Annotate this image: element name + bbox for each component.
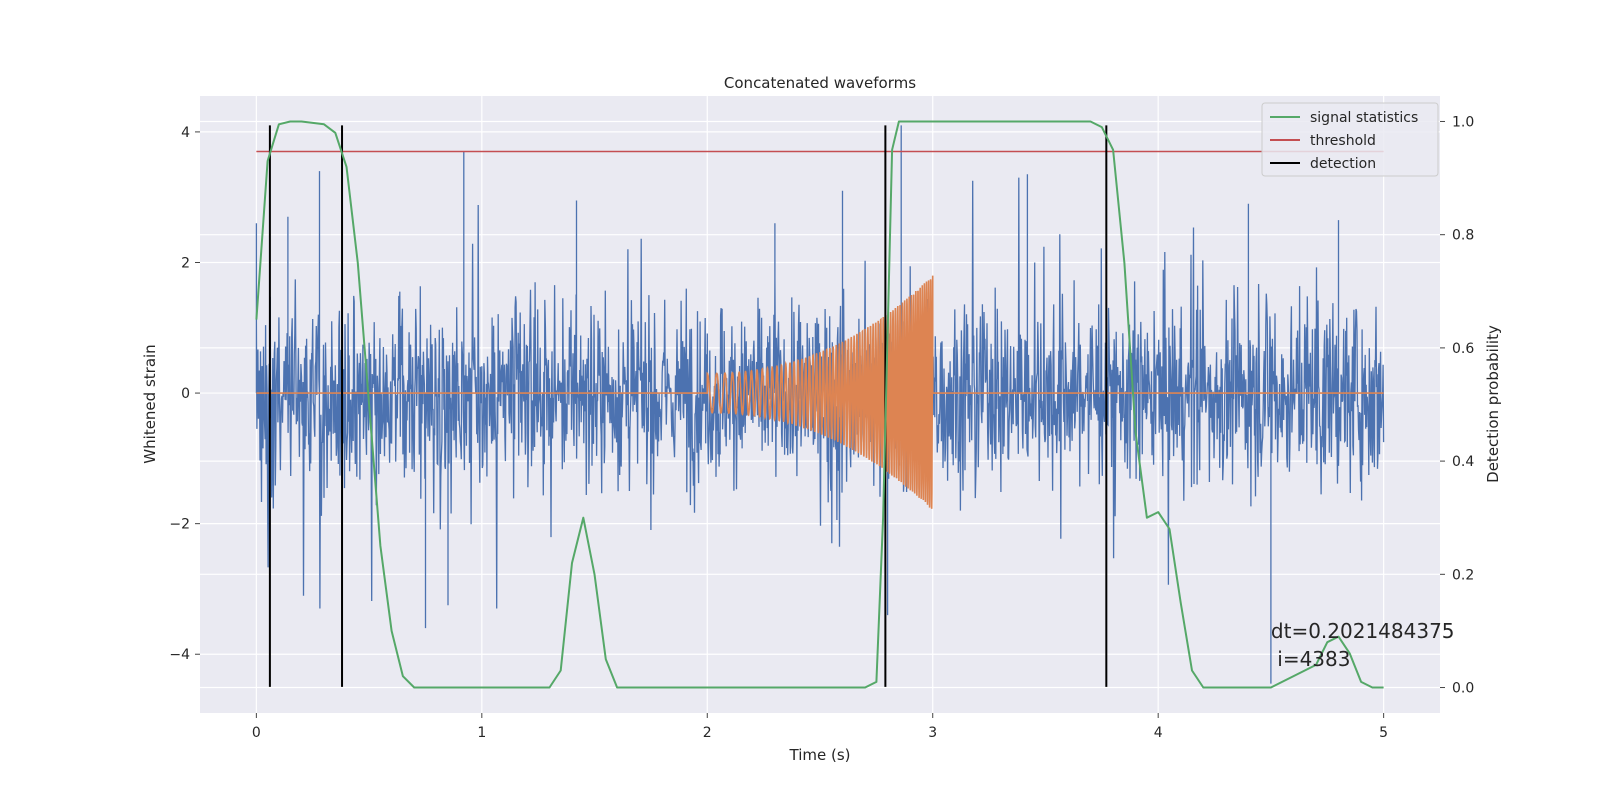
left-tick-label: 2 — [181, 255, 190, 271]
right-axis-label: Detection probability — [1484, 325, 1502, 483]
chirp-line — [256, 275, 1384, 509]
annotation-dt: dt=0.2021484375 — [1271, 619, 1455, 643]
legend-label-threshold: threshold — [1310, 133, 1376, 149]
left-tick-label: −4 — [169, 647, 190, 663]
right-tick-label: 0.0 — [1452, 681, 1474, 697]
annotation-index: i=4383 — [1271, 647, 1351, 671]
x-tick-label: 1 — [477, 725, 486, 741]
right-tick-label: 0.6 — [1452, 341, 1474, 357]
legend-label-signal-statistics: signal statistics — [1310, 110, 1418, 126]
chirp-series — [256, 275, 1384, 509]
left-axis-label: Whitened strain — [141, 344, 159, 463]
left-tick-label: 4 — [181, 125, 190, 141]
legend-frame — [1261, 102, 1439, 177]
left-tick-label: 0 — [181, 386, 190, 402]
right-axis-ticks: 0.0 0.2 0.4 0.6 0.8 1.0 — [1440, 114, 1474, 697]
right-tick-label: 1.0 — [1452, 114, 1474, 130]
left-tick-label: −2 — [169, 517, 190, 533]
chart-title: Concatenated waveforms — [724, 74, 916, 92]
x-tick-label: 3 — [928, 725, 937, 741]
signal-statistics-line — [255, 120, 1384, 689]
x-tick-label: 0 — [252, 725, 261, 741]
right-tick-label: 0.2 — [1452, 567, 1474, 583]
x-axis-label: Time (s) — [789, 746, 851, 764]
x-axis-ticks: 0 1 2 3 4 5 — [252, 713, 1388, 741]
x-tick-label: 4 — [1154, 725, 1163, 741]
legend-label-detection: detection — [1310, 156, 1376, 172]
right-tick-label: 0.4 — [1452, 454, 1474, 470]
right-tick-label: 0.8 — [1452, 228, 1474, 244]
left-axis-ticks: −4 −2 0 2 4 — [169, 125, 200, 663]
x-tick-label: 5 — [1379, 725, 1388, 741]
signal-statistics-series — [255, 120, 1384, 689]
legend: signal statistics threshold detection — [1261, 102, 1439, 177]
x-tick-label: 2 — [703, 725, 712, 741]
